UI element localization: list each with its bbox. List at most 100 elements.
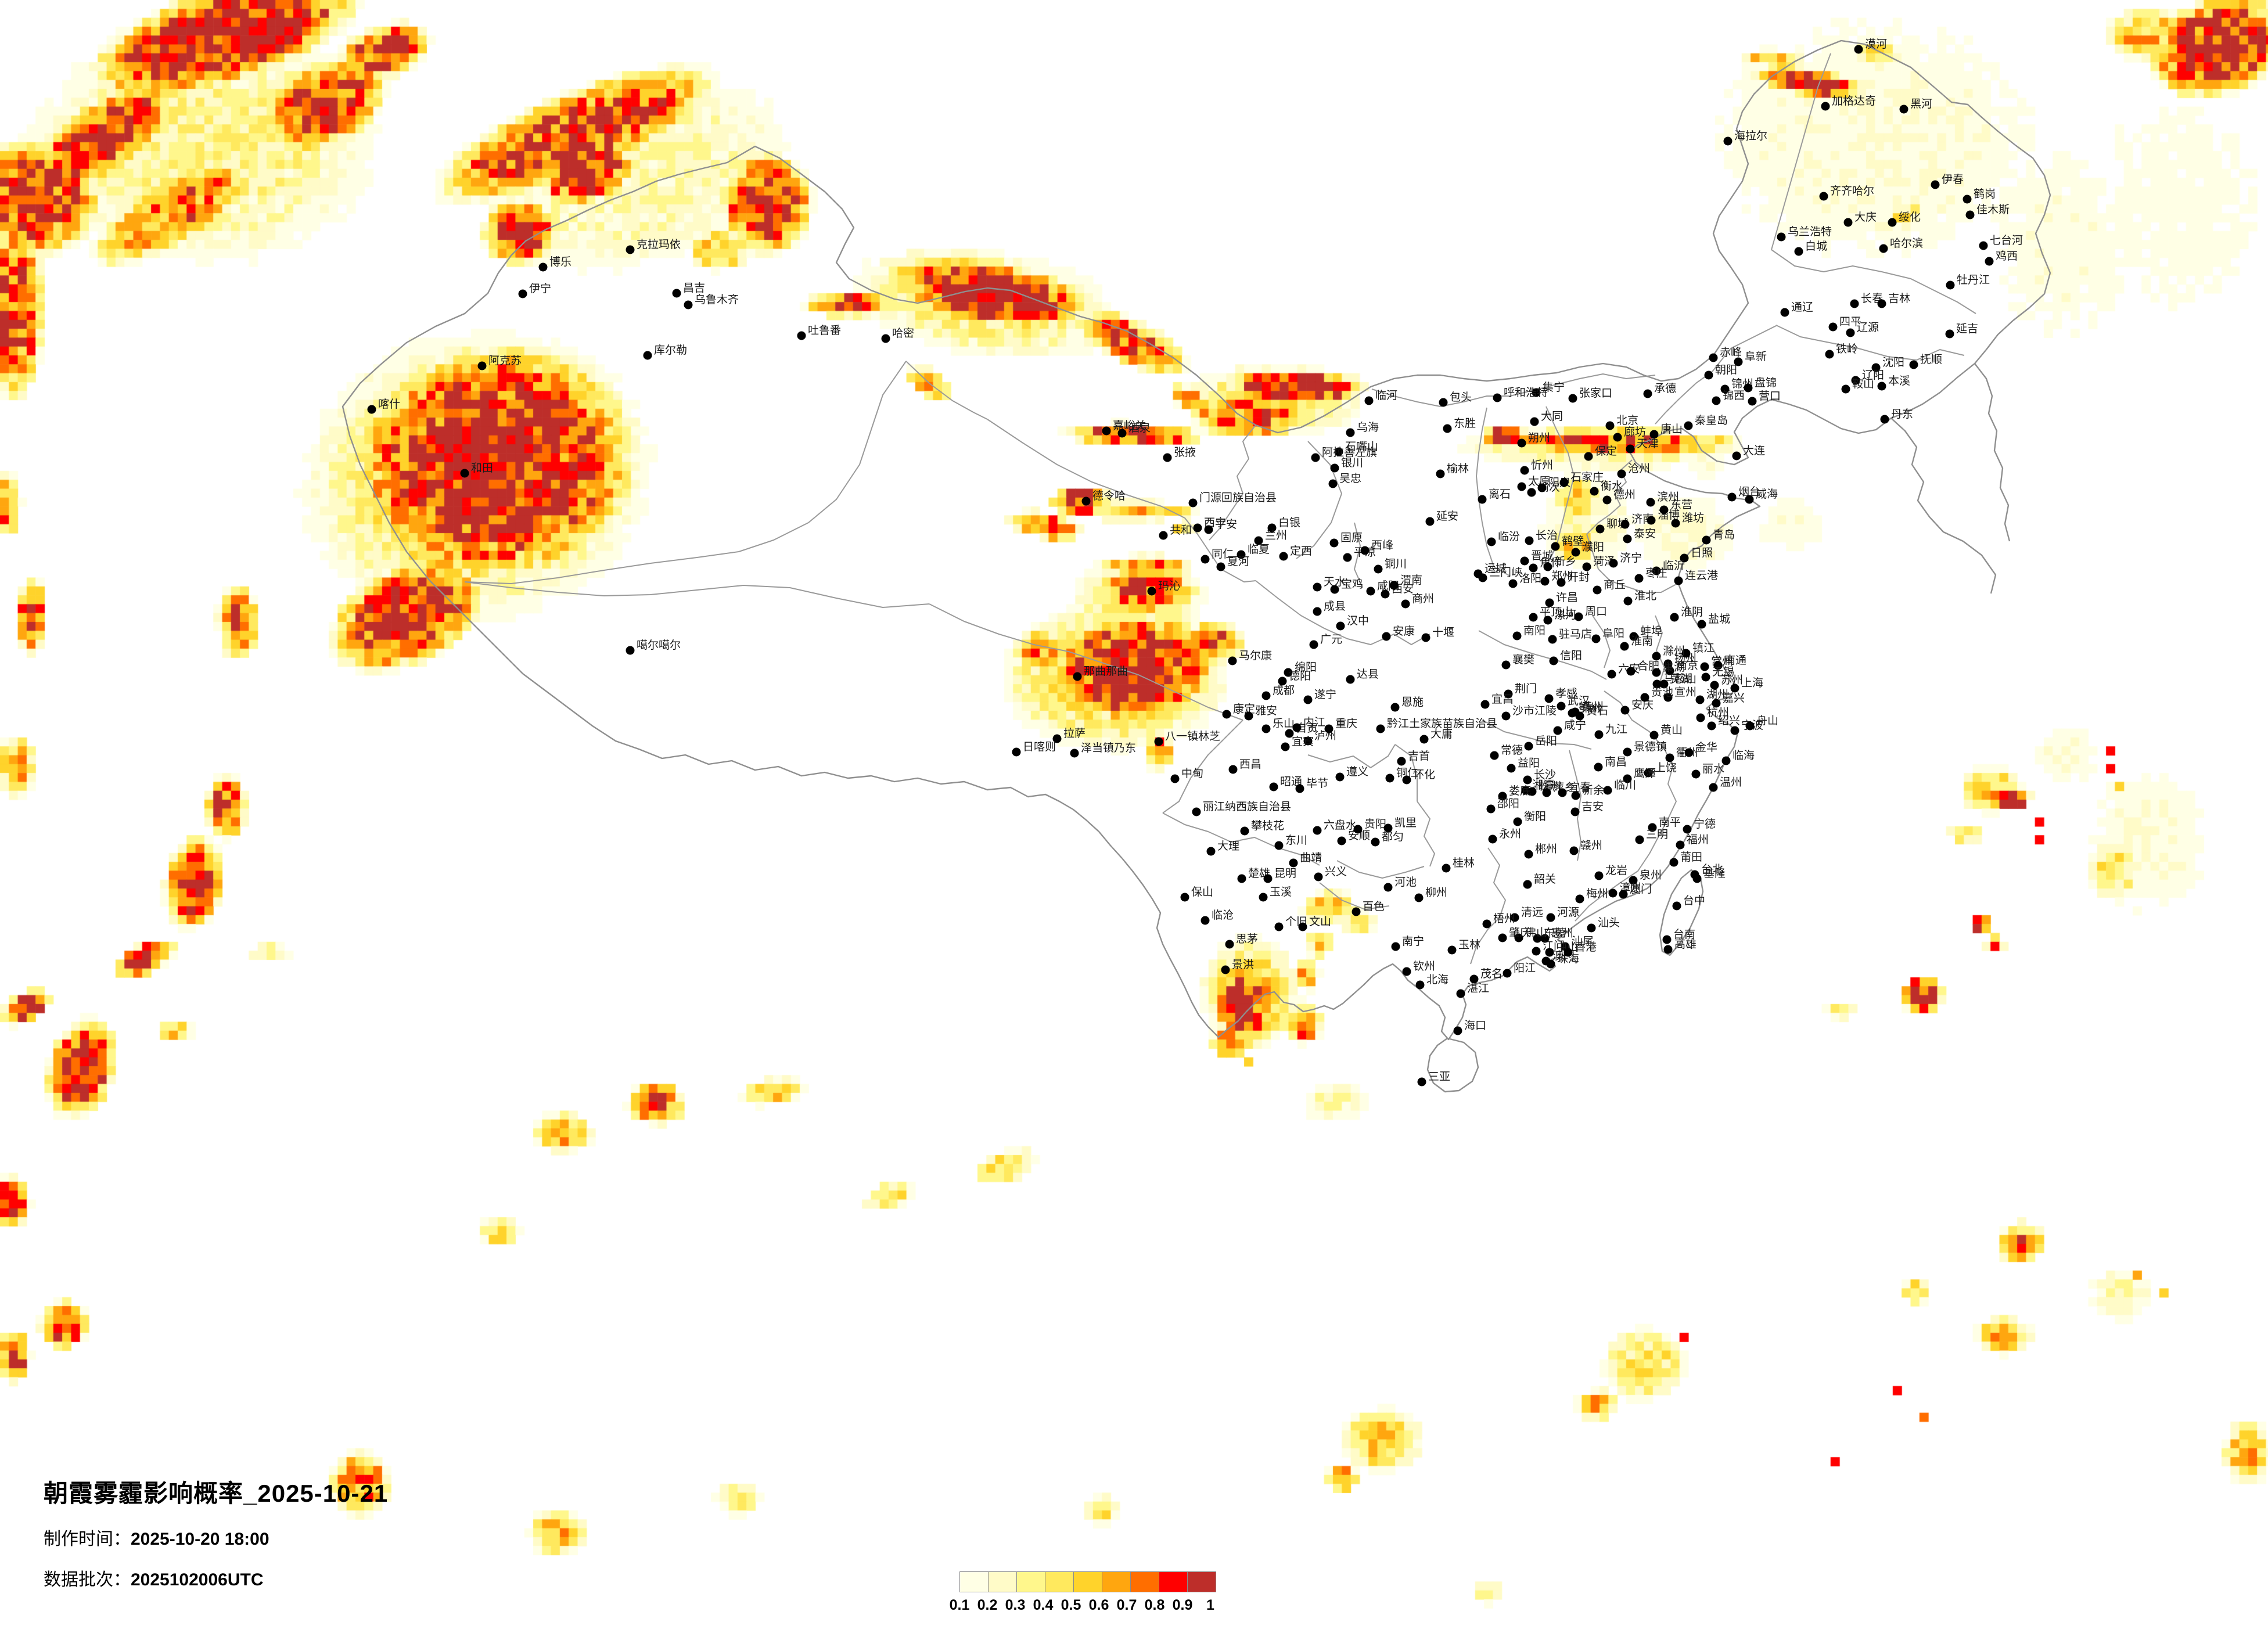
- city-label: 岳阳: [1535, 735, 1557, 747]
- city-dot: [1888, 218, 1897, 227]
- city-dot: [1607, 670, 1616, 679]
- city-dot: [1237, 550, 1246, 559]
- city-dot: [1263, 874, 1273, 883]
- city-label: 保山: [1191, 886, 1213, 898]
- city-dot: [1605, 421, 1615, 430]
- city-dot: [1557, 578, 1566, 587]
- city-dot: [1854, 45, 1863, 54]
- city-label: 北京: [1616, 414, 1638, 427]
- city-dot: [1730, 684, 1739, 693]
- city-label: 佛山: [1525, 926, 1547, 939]
- city-dot: [1909, 360, 1918, 369]
- city-dot: [1850, 299, 1859, 308]
- city-dot: [1582, 562, 1591, 571]
- city-label: 贵阳: [1364, 818, 1386, 830]
- city-dot: [1052, 734, 1062, 743]
- city-label: 衡阳: [1524, 810, 1546, 823]
- city-label: 吉首: [1408, 750, 1430, 762]
- city-dot: [1594, 762, 1603, 772]
- city-dot: [1237, 874, 1246, 883]
- city-label: 拉萨: [1063, 727, 1086, 740]
- city-dot: [1613, 433, 1622, 442]
- city-label: 绵阳: [1295, 661, 1317, 674]
- city-label: 同仁: [1212, 548, 1234, 560]
- city-dot: [1946, 280, 1955, 290]
- city-label: 玉溪: [1270, 886, 1292, 898]
- city-label: 盐城: [1708, 613, 1730, 625]
- city-dot: [1574, 612, 1583, 621]
- city-dot: [1261, 691, 1271, 700]
- city-label: 韶关: [1534, 873, 1556, 886]
- city-label: 滁州: [1663, 645, 1685, 657]
- city-dot: [1575, 894, 1584, 904]
- city-dot: [1540, 934, 1550, 943]
- city-dot: [1402, 967, 1411, 976]
- city-label: 集宁: [1543, 381, 1565, 394]
- city-label: 苏州: [1721, 674, 1743, 686]
- city-dot: [1295, 784, 1304, 793]
- city-dot: [1665, 666, 1674, 675]
- city-label: 恩施: [1401, 696, 1424, 708]
- city-label: 昆明: [1274, 868, 1296, 880]
- city-label: 东川: [1285, 834, 1307, 847]
- city-label: 吴忠: [1339, 472, 1361, 485]
- city-dot: [1278, 677, 1287, 686]
- city-dot: [1501, 660, 1511, 670]
- city-label: 平安: [1215, 518, 1237, 531]
- city-label: 固原: [1340, 532, 1363, 544]
- city-dot: [1700, 662, 1709, 671]
- city-dot: [1383, 823, 1393, 833]
- city-label: 门源回族自治县: [1199, 491, 1277, 504]
- city-label: 开封: [1568, 571, 1590, 584]
- city-dot: [1871, 363, 1881, 372]
- batch-label: 数据批次：: [44, 1570, 131, 1589]
- city-label: 镇江: [1692, 642, 1715, 654]
- city-label: 平顶山: [1540, 606, 1573, 618]
- legend-color-box: [959, 1571, 989, 1592]
- city-dot: [1343, 553, 1352, 562]
- city-label: 长治: [1536, 529, 1558, 542]
- city-label: 娄底: [1509, 785, 1531, 797]
- taiwan-outline: [1659, 869, 1704, 956]
- city-dot: [477, 361, 487, 370]
- city-dot: [1159, 531, 1168, 540]
- city-label: 湘潭: [1532, 779, 1554, 792]
- city-label: 西峰: [1371, 539, 1393, 552]
- city-dot: [1313, 826, 1322, 835]
- city-dot: [1482, 919, 1491, 929]
- city-label: 那曲那曲: [1084, 665, 1128, 678]
- city-dot: [1571, 791, 1580, 800]
- city-dot: [1727, 492, 1737, 502]
- city-label: 马尔康: [1239, 649, 1272, 662]
- city-dot: [1469, 974, 1479, 984]
- city-label: 淮阴: [1681, 606, 1703, 618]
- city-label: 南京: [1676, 659, 1698, 672]
- city-label: 珠海: [1557, 952, 1579, 965]
- city-label: 天水: [1324, 575, 1346, 588]
- city-dot: [1819, 192, 1828, 201]
- city-label: 宝鸡: [1341, 578, 1363, 591]
- city-dot: [1591, 634, 1601, 643]
- city-dot: [1663, 659, 1673, 668]
- city-dot: [1691, 769, 1701, 779]
- city-label: 泽当镇乃东: [1081, 742, 1136, 754]
- city-dot: [1012, 747, 1021, 757]
- city-label: 白银: [1278, 516, 1300, 529]
- city-label: 芜湖: [1670, 672, 1692, 685]
- city-dot: [538, 262, 548, 272]
- city-label: 六盘水: [1324, 819, 1357, 832]
- city-dot: [1401, 599, 1410, 609]
- city-dot: [1517, 438, 1526, 448]
- city-label: 临夏: [1248, 543, 1270, 556]
- city-label: 汕头: [1598, 916, 1620, 929]
- city-label: 基隆: [1703, 867, 1726, 880]
- city-dot: [1513, 817, 1522, 826]
- city-label: 台南: [1673, 928, 1695, 941]
- city-label: 共和: [1170, 524, 1192, 537]
- city-label: 驻马店: [1559, 628, 1592, 641]
- city-dot: [1877, 299, 1886, 308]
- city-dot: [1346, 428, 1355, 437]
- city-label: 鹤岗: [1974, 188, 1996, 200]
- legend-tick-label: 1: [1206, 1597, 1214, 1613]
